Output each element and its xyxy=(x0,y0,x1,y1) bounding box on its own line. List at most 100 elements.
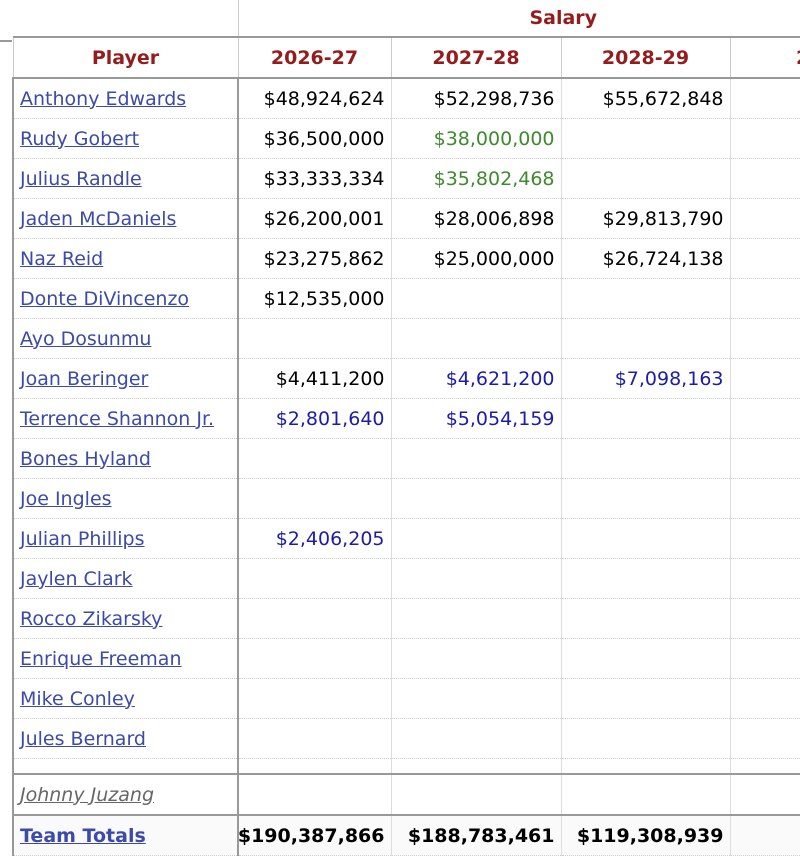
player-row: Mike Conley xyxy=(12,678,800,719)
player-link[interactable]: Joan Beringer xyxy=(20,367,149,390)
player-link[interactable]: Donte DiVincenzo xyxy=(20,287,190,310)
salary-cell: $52,298,736 xyxy=(390,78,561,119)
salary-cell xyxy=(560,774,730,816)
player-link[interactable]: Johnny Juzang xyxy=(20,783,155,806)
player-link[interactable]: Joe Ingles xyxy=(20,487,112,510)
salary-cell: $23,275,862 xyxy=(237,238,391,279)
salary-cell xyxy=(237,318,391,359)
salary-cell: $190,387,866 xyxy=(237,814,391,856)
player-cell: Mike Conley xyxy=(12,678,239,719)
salary-cell xyxy=(560,678,730,719)
player-link[interactable]: Jules Bernard xyxy=(20,727,146,750)
salary-cell xyxy=(560,638,730,679)
player-cell: Joan Beringer xyxy=(12,358,239,399)
salary-cell: $28,4 xyxy=(729,814,800,856)
salary-cell xyxy=(237,718,391,759)
player-cell: Naz Reid xyxy=(12,238,239,279)
salary-cell xyxy=(729,598,800,639)
salary-cell xyxy=(237,678,391,719)
salary-cell xyxy=(729,558,800,599)
player-cell: Rudy Gobert xyxy=(12,118,239,159)
player-row: Rudy Gobert $36,500,000 $38,000,000 xyxy=(12,118,800,159)
player-link[interactable]: Bones Hyland xyxy=(20,447,151,470)
salary-cell xyxy=(390,774,561,816)
player-cell: Ayo Dosunmu xyxy=(12,318,239,359)
player-cell: Jules Bernard xyxy=(12,718,239,759)
salary-cell xyxy=(729,158,800,199)
salary-cell: $55,672,848 xyxy=(560,78,730,119)
player-row: Anthony Edwards $48,924,624 $52,298,736 $55… xyxy=(12,78,800,119)
salary-cell xyxy=(237,558,391,599)
salary-cell xyxy=(729,318,800,359)
salary-cell xyxy=(729,478,800,519)
column-header: 20 xyxy=(729,37,800,79)
player-row: Naz Reid $23,275,862 $25,000,000 $26,724,13… xyxy=(12,238,800,279)
salary-cell: $2,406,205 xyxy=(237,518,391,559)
salary-cell xyxy=(390,638,561,679)
player-link[interactable]: Jaylen Clark xyxy=(20,567,133,590)
salary-cell: $36,500,000 xyxy=(237,118,391,159)
salary-cell: $188,783,461 xyxy=(390,814,561,856)
salary-cell: $7,098,163 xyxy=(560,358,730,399)
salary-cell: $26,724,138 xyxy=(560,238,730,279)
salary-cell xyxy=(237,438,391,479)
table-body: Anthony Edwards $48,924,624 $52,298,736 $55… xyxy=(12,78,800,856)
extra-row: Johnny Juzang xyxy=(12,774,800,816)
salary-cell xyxy=(560,398,730,439)
salary-cell: $4,621,200 xyxy=(390,358,561,399)
salary-cell xyxy=(729,358,800,399)
salary-cell: $5,054,159 xyxy=(390,398,561,439)
blank-header xyxy=(13,0,238,38)
player-cell: Julius Randle xyxy=(12,158,239,199)
salary-cell xyxy=(729,198,800,239)
salary-cell xyxy=(560,318,730,359)
player-row: Joe Ingles xyxy=(12,478,800,519)
player-link[interactable]: Julian Phillips xyxy=(20,527,145,550)
salary-cell: $33,333,334 xyxy=(237,158,391,199)
player-link[interactable]: Julius Randle xyxy=(20,167,142,190)
salary-cell xyxy=(237,638,391,679)
salary-cell xyxy=(729,438,800,479)
salary-cell xyxy=(390,518,561,559)
column-header: 2028-29 xyxy=(560,37,730,79)
salary-cell xyxy=(560,118,730,159)
player-link[interactable]: Rocco Zikarsky xyxy=(20,607,163,630)
player-row: Jaylen Clark xyxy=(12,558,800,599)
salary-cell: $119,308,939 xyxy=(560,814,730,856)
player-cell: Bones Hyland xyxy=(12,438,239,479)
player-link[interactable]: Ayo Dosunmu xyxy=(20,327,152,350)
player-link[interactable]: Rudy Gobert xyxy=(20,127,140,150)
salary-cell xyxy=(237,598,391,639)
salary-cell xyxy=(729,638,800,679)
salary-cell xyxy=(390,478,561,519)
separator-row xyxy=(12,758,800,775)
separator-cell xyxy=(729,758,800,775)
player-link[interactable]: Jaden McDaniels xyxy=(20,207,177,230)
player-link[interactable]: Mike Conley xyxy=(20,687,135,710)
player-cell: Jaden McDaniels xyxy=(12,198,239,239)
salary-cell xyxy=(729,118,800,159)
salary-cell xyxy=(560,558,730,599)
player-row: Julius Randle $33,333,334 $35,802,468 xyxy=(12,158,800,199)
salary-cell: $28,006,898 xyxy=(390,198,561,239)
total-row: Team Totals $190,387,866 $188,783,461 $119,… xyxy=(12,814,800,856)
salary-cell xyxy=(729,78,800,119)
player-link[interactable]: Naz Reid xyxy=(20,247,104,270)
salary-cell xyxy=(729,718,800,759)
player-link[interactable]: Terrence Shannon Jr. xyxy=(20,407,215,430)
salary-cell: $35,802,468 xyxy=(390,158,561,199)
group-header: Salary xyxy=(237,0,800,38)
salary-cell: $25,000,000 xyxy=(390,238,561,279)
separator-cell xyxy=(12,758,239,775)
previous-table-edge xyxy=(0,40,12,862)
salary-cell xyxy=(729,278,800,319)
column-header: 2026-27 xyxy=(237,37,391,79)
column-header: Player xyxy=(12,37,238,79)
player-link[interactable]: Enrique Freeman xyxy=(20,647,182,670)
player-cell: Jaylen Clark xyxy=(12,558,239,599)
player-link[interactable]: Anthony Edwards xyxy=(20,87,187,110)
player-cell: Joe Ingles xyxy=(12,478,239,519)
salary-cell xyxy=(390,598,561,639)
salary-cell xyxy=(560,278,730,319)
